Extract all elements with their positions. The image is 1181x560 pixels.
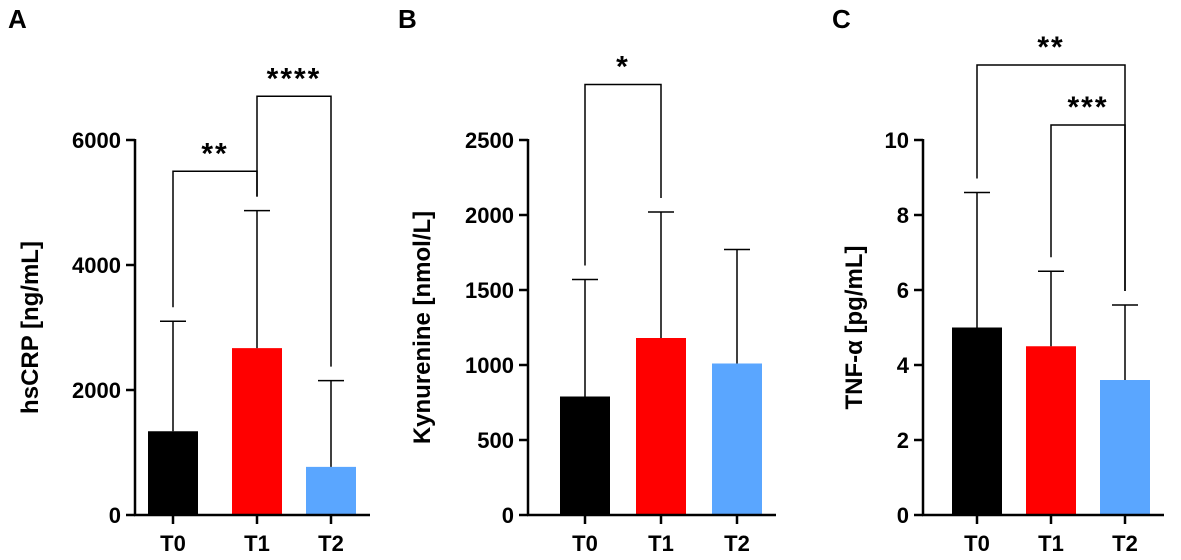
bars-b	[560, 211, 762, 515]
y-tick-label-b: 1500	[465, 278, 514, 303]
y-tick-label-a: 6000	[72, 128, 121, 153]
y-axis-label-b: Kynurenine [nmol/L]	[409, 211, 436, 444]
significance-label-c: **	[1037, 31, 1064, 64]
significance-label-c: ***	[1067, 91, 1108, 124]
y-tick-label-c: 4	[897, 353, 910, 378]
x-tick-label-t0: T0	[160, 531, 186, 556]
significance-bracket-b	[584, 83, 662, 266]
significance-bracket-a	[256, 95, 332, 367]
bar-t2	[306, 466, 356, 515]
significance-label-a: ****	[267, 62, 322, 95]
y-tick-label-b: 2500	[465, 128, 514, 153]
bar-t1	[1026, 346, 1076, 515]
bar-t1	[232, 348, 282, 515]
y-tick-label-b: 1000	[465, 353, 514, 378]
bar-t2	[1100, 380, 1150, 515]
significance-bracket-c	[1050, 124, 1126, 291]
bars-a	[148, 209, 356, 515]
x-tick-label-t2: T2	[318, 531, 344, 556]
significance-label-b: *	[616, 51, 630, 84]
panel-letter-a: A	[8, 4, 27, 34]
y-tick-label-c: 10	[885, 128, 909, 153]
panel-c: C TNF-α [pg/mL] 0 2 4 6 8 10 T0 T1 T2 *****	[832, 4, 1164, 556]
y-tick-label-b: 0	[502, 503, 514, 528]
bar-t0	[560, 396, 610, 515]
x-tick-label-t2: T2	[1112, 531, 1138, 556]
y-tick-label-c: 6	[897, 278, 909, 303]
panel-letter-b: B	[398, 4, 417, 34]
bar-t0	[952, 327, 1002, 515]
bar-t2	[712, 363, 762, 515]
bar-t0	[148, 431, 198, 515]
x-tick-label-t0: T0	[964, 531, 990, 556]
bars-c	[952, 191, 1150, 515]
significance-bracket-a	[172, 170, 258, 308]
panel-b: B Kynurenine [nmol/L] 0 500 1000 1500 2000 2500…	[398, 4, 776, 556]
y-tick-label-c: 0	[897, 503, 909, 528]
panel-letter-c: C	[832, 4, 851, 34]
x-tick-label-t1: T1	[648, 531, 674, 556]
y-tick-label-a: 2000	[72, 378, 121, 403]
y-tick-label-c: 8	[897, 203, 909, 228]
significance-label-a: **	[201, 137, 228, 170]
y-tick-label-b: 500	[477, 428, 514, 453]
x-tick-label-t1: T1	[1038, 531, 1064, 556]
x-tick-label-t2: T2	[724, 531, 750, 556]
x-tick-label-t1: T1	[244, 531, 270, 556]
y-tick-label-c: 2	[897, 428, 909, 453]
y-tick-label-a: 4000	[72, 253, 121, 278]
y-axis-label-a: hsCRP [ng/mL]	[17, 241, 44, 414]
bar-t1	[636, 338, 686, 515]
x-tick-label-t0: T0	[572, 531, 598, 556]
y-tick-label-a: 0	[109, 503, 121, 528]
y-tick-label-b: 2000	[465, 203, 514, 228]
y-axis-label-c: TNF-α [pg/mL]	[841, 245, 868, 409]
